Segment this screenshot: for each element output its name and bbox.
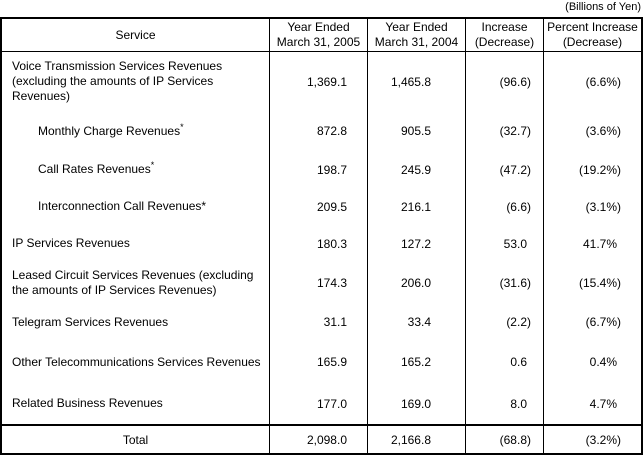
- header-fy2005-line2: March 31, 2005: [276, 35, 361, 49]
- increase-value: 8.0: [466, 383, 544, 424]
- service-label: Related Business Revenues: [2, 383, 270, 424]
- fy2004-value: 1,465.8: [368, 52, 466, 111]
- header-percent-increase: Percent Increase (Decrease): [544, 19, 641, 51]
- percent-value: 41.7%: [582, 236, 617, 251]
- percent-value: (15.4%): [578, 275, 621, 290]
- increase-value: (47.2): [466, 151, 544, 188]
- fy2005-value: 209.5: [270, 188, 368, 225]
- footnote-asterisk: *: [150, 160, 155, 170]
- service-label: Other Telecommunications Services Revenu…: [2, 341, 270, 383]
- percent-value: 4.7%: [589, 396, 617, 411]
- total-fy2005-value: 2,098.0: [270, 426, 368, 453]
- total-increase-value: (68.8): [466, 426, 544, 453]
- header-fy2005: Year Ended March 31, 2005: [270, 19, 368, 51]
- header-fy2004-line2: March 31, 2004: [374, 35, 459, 49]
- header-percent-increase-line2: (Decrease): [562, 35, 623, 49]
- table-row: Call Rates Revenues* 198.7 245.9 (47.2) (19.…: [2, 151, 641, 188]
- increase-value: (6.6): [466, 188, 544, 225]
- header-percent-increase-line1: Percent Increase: [547, 20, 638, 34]
- units-note: (Billions of Yen): [565, 1, 641, 13]
- total-row: Total 2,098.0 2,166.8 (68.8) (3.2%): [2, 424, 641, 453]
- table-row: IP Services Revenues 180.3 127.2 53.0 41.7%: [2, 225, 641, 262]
- increase-value: 53.0: [466, 225, 544, 262]
- header-service-line1: Service: [115, 27, 156, 42]
- fy2005-value: 31.1: [270, 303, 368, 341]
- fy2005-value: 165.9: [270, 341, 368, 383]
- fy2004-value: 165.2: [368, 341, 466, 383]
- header-increase-line2: (Decrease): [474, 35, 535, 49]
- service-label: Monthly Charge Revenues*: [2, 111, 270, 151]
- total-percent-value: (3.2%): [585, 432, 621, 447]
- table-row: Voice Transmission Services Revenues (ex…: [2, 52, 641, 111]
- header-fy2004-line1: Year Ended: [385, 20, 448, 34]
- table-row: Monthly Charge Revenues* 872.8 905.5 (32.7)…: [2, 111, 641, 151]
- service-label: Interconnection Call Revenues*: [2, 188, 270, 225]
- header-fy2005-line1: Year Ended: [287, 20, 350, 34]
- fy2005-value: 177.0: [270, 383, 368, 424]
- table-row: Telegram Services Revenues 31.1 33.4 (2.2) (…: [2, 303, 641, 341]
- fy2004-value: 216.1: [368, 188, 466, 225]
- fy2005-value: 872.8: [270, 111, 368, 151]
- service-label: IP Services Revenues: [2, 225, 270, 262]
- table-row: Related Business Revenues 177.0 169.0 8.0 4.…: [2, 383, 641, 424]
- fy2004-value: 127.2: [368, 225, 466, 262]
- fy2004-value: 169.0: [368, 383, 466, 424]
- percent-value: (3.1%): [585, 199, 621, 214]
- table-row: Other Telecommunications Services Revenu…: [2, 341, 641, 383]
- service-label: Leased Circuit Services Revenues (exclud…: [2, 262, 270, 303]
- header-service: Service: [2, 19, 270, 51]
- table-body: Voice Transmission Services Revenues (ex…: [2, 52, 641, 424]
- header-increase-line1: Increase: [481, 20, 528, 34]
- total-label: Total: [2, 426, 270, 453]
- fy2004-value: 245.9: [368, 151, 466, 188]
- service-label: Voice Transmission Services Revenues (ex…: [2, 52, 270, 111]
- percent-value: (6.7%): [585, 315, 621, 329]
- table-row: Interconnection Call Revenues* 209.5 216.1…: [2, 188, 641, 225]
- increase-value: (31.6): [466, 262, 544, 303]
- service-label: Call Rates Revenues*: [2, 151, 270, 188]
- revenue-table: Service Year Ended March 31, 2005 Year E…: [0, 17, 643, 455]
- fy2005-value: 1,369.1: [270, 52, 368, 111]
- table-header-row: Service Year Ended March 31, 2005 Year E…: [2, 19, 641, 52]
- header-increase: Increase (Decrease): [466, 19, 544, 51]
- table-row: Leased Circuit Services Revenues (exclud…: [2, 262, 641, 303]
- footnote-asterisk: *: [180, 121, 184, 132]
- fy2005-value: 180.3: [270, 225, 368, 262]
- fy2005-value: 198.7: [270, 151, 368, 188]
- fy2004-value: 206.0: [368, 262, 466, 303]
- percent-value: (6.6%): [585, 74, 621, 89]
- percent-value: (3.6%): [585, 124, 621, 138]
- fy2004-value: 33.4: [368, 303, 466, 341]
- increase-value: (2.2): [466, 303, 544, 341]
- fy2005-value: 174.3: [270, 262, 368, 303]
- fy2004-value: 905.5: [368, 111, 466, 151]
- total-fy2004-value: 2,166.8: [368, 426, 466, 453]
- increase-value: 0.6: [466, 341, 544, 383]
- service-label: Telegram Services Revenues: [2, 303, 270, 341]
- percent-value: (19.2%): [578, 162, 621, 177]
- increase-value: (96.6): [466, 52, 544, 111]
- increase-value: (32.7): [466, 111, 544, 151]
- header-fy2004: Year Ended March 31, 2004: [368, 19, 466, 51]
- percent-value: 0.4%: [589, 355, 617, 369]
